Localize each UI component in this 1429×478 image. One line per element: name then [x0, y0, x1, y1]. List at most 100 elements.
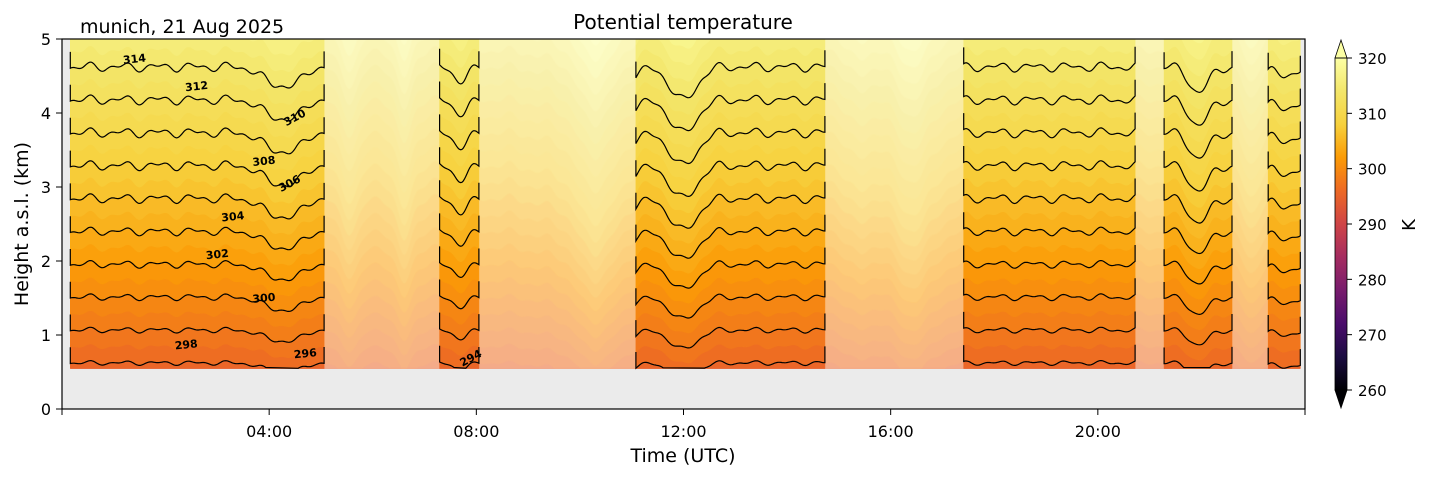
contour-band — [1268, 0, 1300, 35]
chart-subtitle: munich, 21 Aug 2025 — [80, 16, 284, 38]
contour-line-310 — [69, 117, 325, 155]
band-edge — [824, 294, 964, 332]
contour-band — [1268, 17, 1300, 35]
contour-line-302 — [69, 248, 325, 282]
contour-label-298: 298 — [174, 337, 198, 352]
contour-band — [449, 39, 469, 52]
masked-segment — [824, 0, 964, 369]
band-edge — [1135, 13, 1164, 21]
band-edge — [1231, 214, 1269, 244]
y-axis: 0 1 2 3 4 5 — [41, 30, 62, 419]
band-edge — [1231, 198, 1269, 229]
band-edge — [478, 127, 637, 194]
contour-band — [137, 39, 315, 56]
contour-line-314 — [1163, 51, 1233, 94]
contour-band — [440, 0, 479, 35]
band-edge — [323, 227, 440, 270]
band-edge — [1231, 66, 1269, 99]
band-edge — [1134, 309, 1165, 317]
band-edge — [1231, 99, 1269, 132]
contour-line-300 — [963, 278, 1136, 302]
contour-line-308 — [1267, 151, 1301, 178]
contour-line-298 — [1163, 314, 1233, 346]
contour-line-308 — [439, 147, 480, 184]
contour-band — [963, 39, 1136, 56]
contour-line-314 — [635, 50, 826, 99]
valid-segment — [963, 0, 1136, 369]
band-edge — [323, 78, 440, 128]
contour-band — [70, 39, 325, 72]
masked-segment — [1134, 13, 1165, 369]
contour-band — [324, 0, 440, 35]
contour-band — [668, 39, 697, 49]
band-edge — [347, 39, 409, 46]
colorbar-tick-label: 280 — [1358, 271, 1387, 289]
band-edge — [478, 326, 637, 366]
band-edge — [1231, 83, 1269, 115]
contour-band — [1232, 0, 1268, 35]
contour-band — [1135, 13, 1164, 36]
band-edge — [1134, 359, 1165, 365]
contour-line-302 — [1163, 248, 1233, 285]
contour-band — [825, 0, 964, 35]
band-edge — [855, 39, 936, 68]
band-edge — [1134, 209, 1165, 219]
band-edge — [323, 210, 440, 256]
y-axis-label: Height a.s.l. (km) — [11, 142, 33, 306]
band-edge — [1134, 193, 1165, 203]
band-edge — [824, 129, 964, 183]
segment-contours — [1163, 51, 1233, 369]
colorbar-tick-label: 290 — [1358, 216, 1387, 234]
valid-segment — [1163, 39, 1233, 369]
band-edge — [825, 0, 964, 34]
colorbar-extend-max — [1334, 38, 1348, 59]
band-edge — [324, 343, 440, 369]
contour-line-314 — [439, 48, 480, 85]
band-edge — [478, 343, 637, 369]
contour-line-304 — [1163, 215, 1233, 255]
contour-line-304 — [1267, 217, 1301, 242]
band-edge — [332, 39, 426, 78]
contour-label-296: 296 — [293, 346, 318, 361]
band-edge — [478, 61, 637, 129]
band-edge — [824, 361, 964, 369]
band-edge — [824, 228, 964, 275]
band-edge — [323, 62, 440, 111]
contour-line-312 — [635, 83, 826, 132]
band-edge — [1134, 243, 1165, 251]
contour-band — [578, 39, 613, 63]
contour-band — [519, 39, 637, 96]
band-edge — [1232, 346, 1269, 364]
contour-band — [341, 39, 413, 62]
band-edge — [568, 39, 623, 79]
band-edge — [824, 161, 964, 216]
band-edge — [478, 143, 637, 211]
contour-band — [964, 0, 1135, 35]
band-edge — [1134, 293, 1165, 300]
band-edge — [323, 111, 440, 161]
band-edge — [478, 94, 637, 161]
contour-band — [440, 0, 479, 35]
band-edge — [478, 110, 637, 178]
x-tick-label: 16:00 — [868, 422, 914, 441]
contour-band — [898, 39, 924, 52]
contour-line-312 — [439, 81, 480, 118]
contour-band — [1268, 0, 1300, 35]
band-edge — [1231, 116, 1269, 148]
contour-line-312 — [963, 79, 1136, 106]
contour-line-298 — [69, 314, 325, 343]
band-edge — [1243, 39, 1260, 49]
band-edge — [824, 211, 964, 262]
masked-segment — [323, 0, 440, 369]
contour-band — [1268, 1, 1300, 36]
contour-line-312 — [1267, 85, 1301, 112]
masked-segment — [478, 39, 637, 369]
band-edge — [1134, 77, 1165, 88]
band-edge — [1134, 326, 1165, 333]
contour-band — [825, 0, 964, 35]
contour-line-300 — [635, 280, 826, 319]
band-edge — [324, 0, 440, 28]
colorbar-tick-label: 300 — [1358, 161, 1387, 179]
band-edge — [323, 127, 440, 177]
colorbar: 260 270 280 290 300 310 320 K — [1334, 38, 1420, 410]
